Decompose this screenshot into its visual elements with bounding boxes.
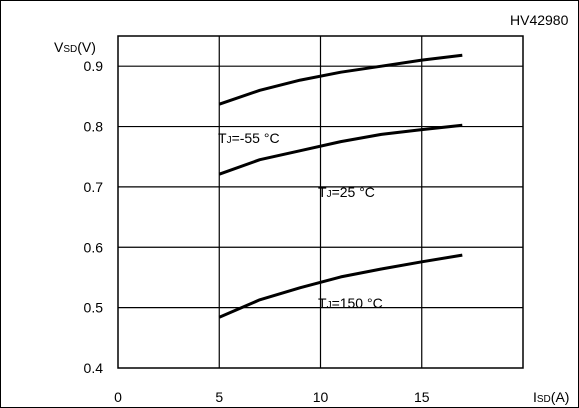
plot-border bbox=[117, 35, 524, 369]
figure-code: HV42980 bbox=[510, 12, 569, 28]
x-axis-label-sub: SD bbox=[537, 394, 551, 405]
x-tick-label: 15 bbox=[414, 389, 430, 405]
series-label-layer: TJ=-55 °C TJ=25 °C TJ=150 °C bbox=[218, 130, 383, 311]
y-tick-label: 0.6 bbox=[84, 239, 104, 255]
series-label: TJ=150 °C bbox=[318, 295, 383, 311]
axis-layer bbox=[117, 35, 524, 369]
y-tick-label: 0.8 bbox=[84, 119, 104, 135]
x-tick-label: 10 bbox=[313, 389, 329, 405]
x-axis-label-unit: (A) bbox=[551, 389, 570, 405]
y-axis-label-sub: SD bbox=[63, 44, 77, 55]
series-label: TJ=-55 °C bbox=[218, 130, 280, 146]
y-tick-label: 0.4 bbox=[84, 360, 104, 376]
tick-label-layer: 0 5 10 15 0.4 0.5 0.6 0.7 0.8 0.9 bbox=[84, 58, 430, 405]
series-line bbox=[218, 53, 463, 106]
x-axis-label: ISD(A) bbox=[533, 389, 569, 405]
x-tick-label: 5 bbox=[215, 389, 223, 405]
y-axis-label: VSD(V) bbox=[54, 39, 96, 55]
x-axis-label-main: I bbox=[533, 389, 537, 405]
series-line bbox=[218, 123, 463, 176]
y-axis-label-unit: (V) bbox=[77, 39, 96, 55]
series-layer bbox=[218, 53, 463, 319]
y-axis-label-main: V bbox=[54, 39, 64, 55]
grid-layer bbox=[118, 36, 523, 368]
y-tick-label: 0.9 bbox=[84, 58, 104, 74]
series-label: TJ=25 °C bbox=[318, 184, 375, 200]
series-line bbox=[218, 253, 463, 319]
x-tick-label: 0 bbox=[114, 389, 122, 405]
y-tick-label: 0.7 bbox=[84, 179, 104, 195]
y-tick-label: 0.5 bbox=[84, 300, 104, 316]
